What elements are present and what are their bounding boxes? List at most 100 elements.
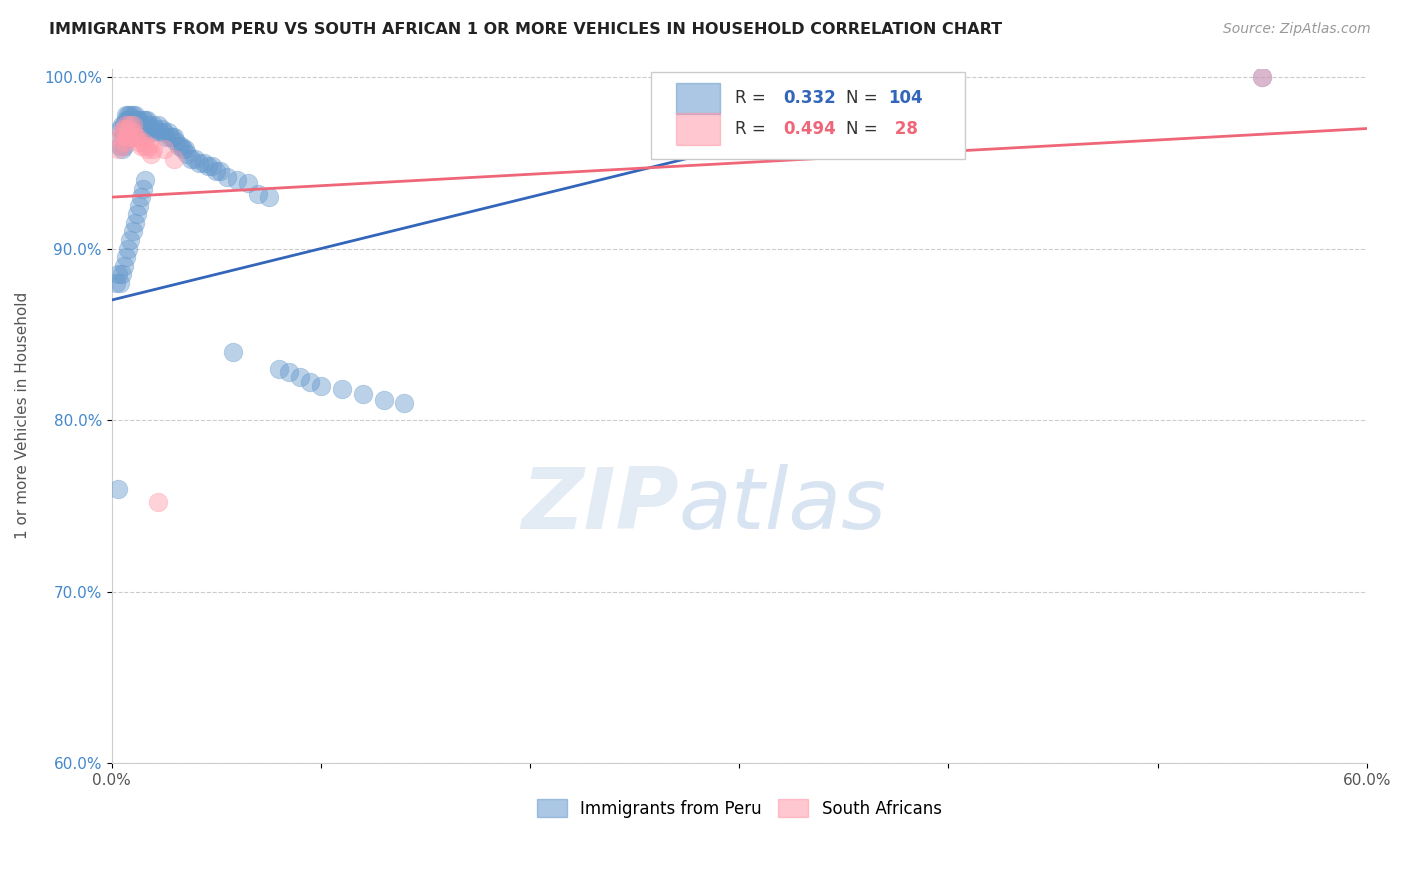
Point (142, 125, 165, 139)
Point (132, 112, 155, 127)
Point (115, 121, 138, 136)
Point (124, 108, 146, 122)
Point (120, 125, 142, 139)
Point (121, 125, 143, 139)
Point (117, 242, 139, 256)
Point (173, 142, 195, 156)
Point (299, 376, 322, 390)
Point (124, 125, 146, 139)
FancyBboxPatch shape (651, 72, 965, 159)
Point (125, 112, 148, 127)
Point (112, 259, 135, 273)
Point (162, 130, 184, 145)
Point (121, 118, 143, 132)
Point (197, 159, 219, 173)
Point (373, 392, 395, 407)
Point (108, 121, 131, 136)
Point (141, 125, 163, 139)
Legend: Immigrants from Peru, South Africans: Immigrants from Peru, South Africans (530, 793, 948, 824)
Point (120, 118, 142, 132)
Point (184, 153, 207, 167)
Point (163, 130, 186, 145)
Point (111, 130, 134, 145)
Point (205, 164, 228, 178)
Point (132, 181, 155, 195)
Point (153, 142, 176, 156)
Point (167, 138, 190, 153)
Point (145, 121, 167, 136)
Point (115, 118, 138, 132)
Point (201, 159, 224, 173)
Text: N =: N = (846, 89, 883, 107)
FancyBboxPatch shape (676, 83, 720, 114)
Point (115, 112, 138, 127)
Point (129, 125, 152, 139)
Point (138, 138, 160, 153)
Point (124, 216, 146, 230)
Point (128, 112, 150, 127)
Point (111, 118, 134, 132)
Point (121, 112, 143, 127)
Point (153, 125, 176, 139)
Point (104, 276, 127, 290)
Point (136, 142, 159, 156)
Point (112, 118, 135, 132)
Point (193, 156, 215, 170)
Point (134, 173, 156, 187)
Point (128, 118, 150, 132)
Point (112, 135, 135, 149)
Point (134, 138, 156, 153)
Point (215, 169, 238, 184)
Point (108, 138, 131, 153)
Point (159, 130, 181, 145)
Text: Source: ZipAtlas.com: Source: ZipAtlas.com (1223, 22, 1371, 37)
Point (120, 233, 142, 247)
Point (120, 130, 142, 145)
Text: 0.332: 0.332 (783, 89, 835, 107)
Point (115, 108, 138, 122)
Point (111, 125, 134, 139)
Point (124, 112, 146, 127)
Point (236, 177, 259, 191)
Point (134, 121, 156, 136)
Point (124, 130, 146, 145)
Point (138, 121, 160, 136)
Point (117, 121, 139, 136)
Point (111, 142, 134, 156)
Point (188, 156, 211, 170)
FancyBboxPatch shape (676, 113, 720, 145)
Text: R =: R = (735, 120, 772, 138)
Point (128, 199, 150, 213)
Point (150, 121, 173, 136)
Point (108, 276, 131, 290)
Point (163, 153, 186, 167)
Point (115, 130, 138, 145)
Point (117, 130, 139, 145)
Point (112, 138, 135, 153)
Point (120, 118, 142, 132)
Point (129, 118, 152, 132)
Point (209, 164, 232, 178)
Point (111, 138, 134, 153)
Point (1251, 70, 1274, 84)
Point (136, 121, 159, 136)
Point (330, 382, 353, 396)
Point (288, 370, 311, 384)
Point (267, 361, 290, 376)
Point (146, 118, 169, 132)
Point (309, 379, 332, 393)
Text: 104: 104 (889, 89, 924, 107)
Point (155, 130, 177, 145)
Point (117, 121, 139, 136)
Point (115, 250, 138, 264)
Point (142, 142, 165, 156)
Point (121, 130, 143, 145)
Point (121, 118, 143, 132)
Point (121, 108, 143, 122)
Point (394, 396, 416, 410)
Point (125, 125, 148, 139)
Point (107, 482, 129, 496)
Point (124, 118, 146, 132)
Point (120, 112, 142, 127)
Point (132, 121, 155, 136)
